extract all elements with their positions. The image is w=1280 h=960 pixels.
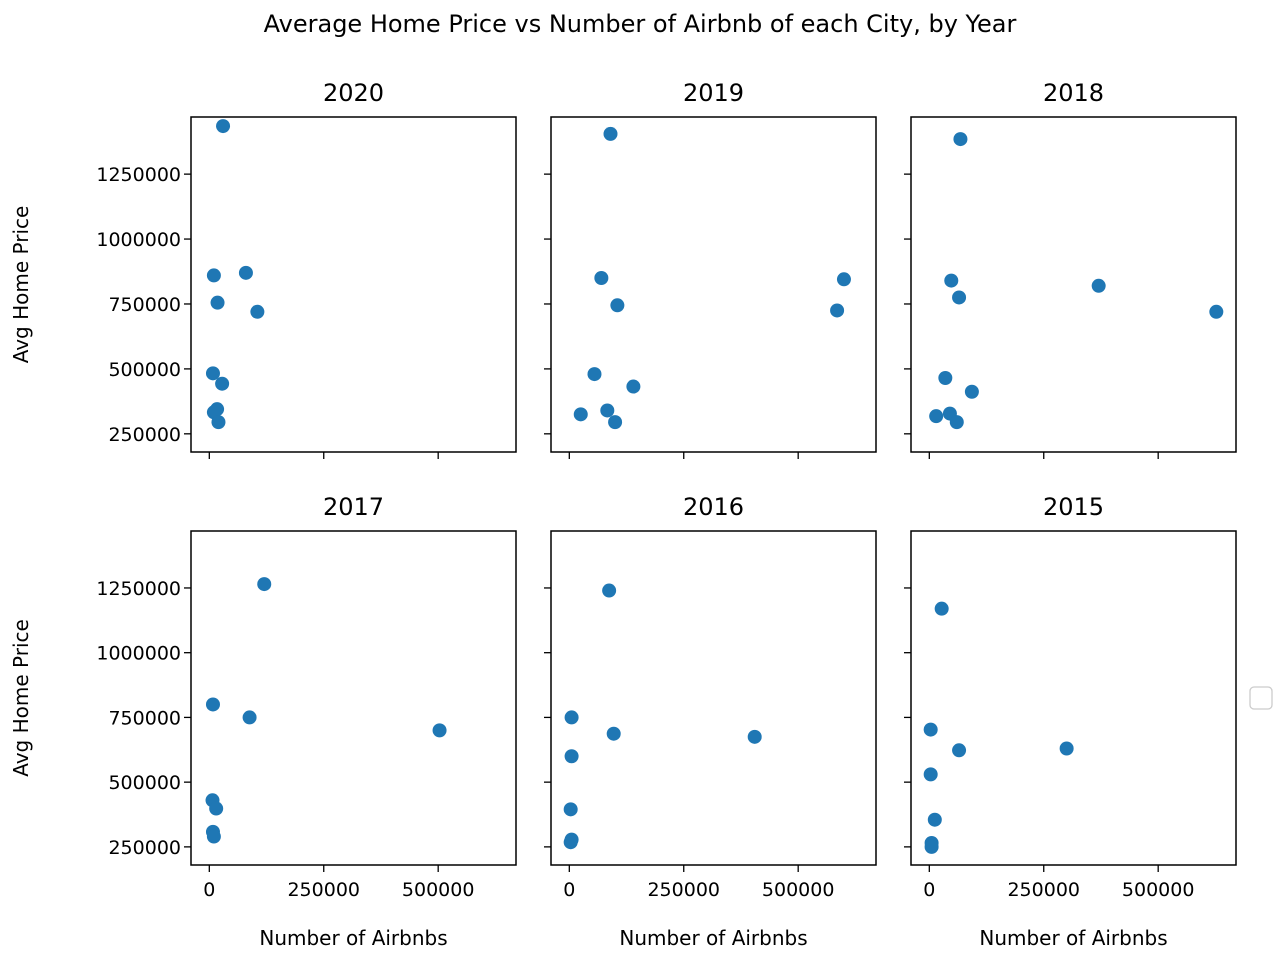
x-tick-label: 0 [563,879,575,901]
data-point [211,415,226,430]
data-point [927,812,942,827]
data-point [610,298,625,313]
x-tick-label: 500000 [762,879,835,901]
panel-2015: 2015 0 250000 500000 Number of Airbnbs [904,493,1237,950]
data-point [209,801,224,816]
x-tick-label: 500000 [1122,879,1195,901]
data-point [205,697,220,712]
data-point [836,272,851,287]
x-tick-label: 250000 [287,879,360,901]
x-axis-label: Number of Airbnbs [259,926,447,950]
data-point [606,726,621,741]
data-point [952,743,967,758]
axes-frame [550,116,877,453]
axes-frame [910,116,1237,453]
axes-frame [190,116,517,453]
panel-2017: 2017 250000 500000 750000 1000000 1250000 0 250… [9,493,517,950]
axes-frame [190,530,517,866]
panel-2016: 2016 0 250000 500000 Number of Airbnbs [544,493,877,950]
data-point [564,710,579,725]
data-point [830,303,845,318]
data-point [587,367,602,382]
data-point [564,749,579,764]
x-tick-label: 0 [923,879,935,901]
data-point [216,119,231,134]
y-tick-label: 1000000 [96,643,181,665]
y-axis-label: Avg Home Price [9,206,33,364]
data-point [242,710,257,725]
x-tick-label: 0 [203,879,215,901]
y-tick-label: 1000000 [96,229,181,251]
x-axis-label: Number of Airbnbs [979,926,1167,950]
y-axis-label: Avg Home Price [9,619,33,777]
y-tick-label: 750000 [108,707,181,729]
panel-title: 2019 [683,79,744,107]
data-point [603,126,618,141]
data-point [573,407,588,422]
data-point [600,403,615,418]
data-point [1059,741,1074,756]
data-point [257,577,272,592]
data-point [626,379,641,394]
y-tick-label: 1250000 [96,164,181,186]
axes-frame [550,530,877,866]
data-point [938,370,953,385]
data-point [215,376,230,391]
panel-title: 2015 [1043,493,1104,521]
y-tick-label: 500000 [108,359,181,381]
data-point [953,132,968,147]
x-tick-label: 500000 [402,879,475,901]
data-point [929,409,944,424]
x-tick-label: 250000 [647,879,720,901]
data-point [964,384,979,399]
figure-title: Average Home Price vs Number of Airbnb o… [264,10,1017,38]
data-point [594,271,609,286]
panel-title: 2017 [323,493,384,521]
data-point [563,835,578,850]
data-point [432,723,447,738]
panel-title: 2018 [1043,79,1104,107]
data-point [1209,304,1224,319]
empty-legend-box [1249,686,1273,710]
data-point [206,268,221,283]
data-point [924,839,939,854]
data-point [563,802,578,817]
data-point [602,583,617,598]
panel-2019: 2019 [544,79,877,459]
axes-frame [910,530,1237,866]
x-tick-label: 250000 [1007,879,1080,901]
data-point [205,366,220,381]
data-point [1091,278,1106,293]
data-point [934,601,949,616]
x-axis-label: Number of Airbnbs [619,926,807,950]
panel-title: 2020 [323,79,384,107]
y-tick-label: 1250000 [96,578,181,600]
data-point [952,290,967,305]
data-point [210,295,225,310]
panel-2020: 2020 250000 500000 750000 1000000 1250000 Avg … [9,79,517,459]
y-tick-label: 250000 [108,837,181,859]
data-point [944,273,959,288]
panel-2018: 2018 [904,79,1237,459]
y-tick-label: 250000 [108,424,181,446]
y-tick-label: 500000 [108,772,181,794]
panel-title: 2016 [683,493,744,521]
data-point [238,265,253,280]
data-point [608,415,623,430]
data-point [949,415,964,430]
data-point [250,304,265,319]
data-point [206,829,221,844]
y-tick-label: 750000 [108,294,181,316]
data-point [923,767,938,782]
data-point [923,722,938,737]
data-point [747,729,762,744]
